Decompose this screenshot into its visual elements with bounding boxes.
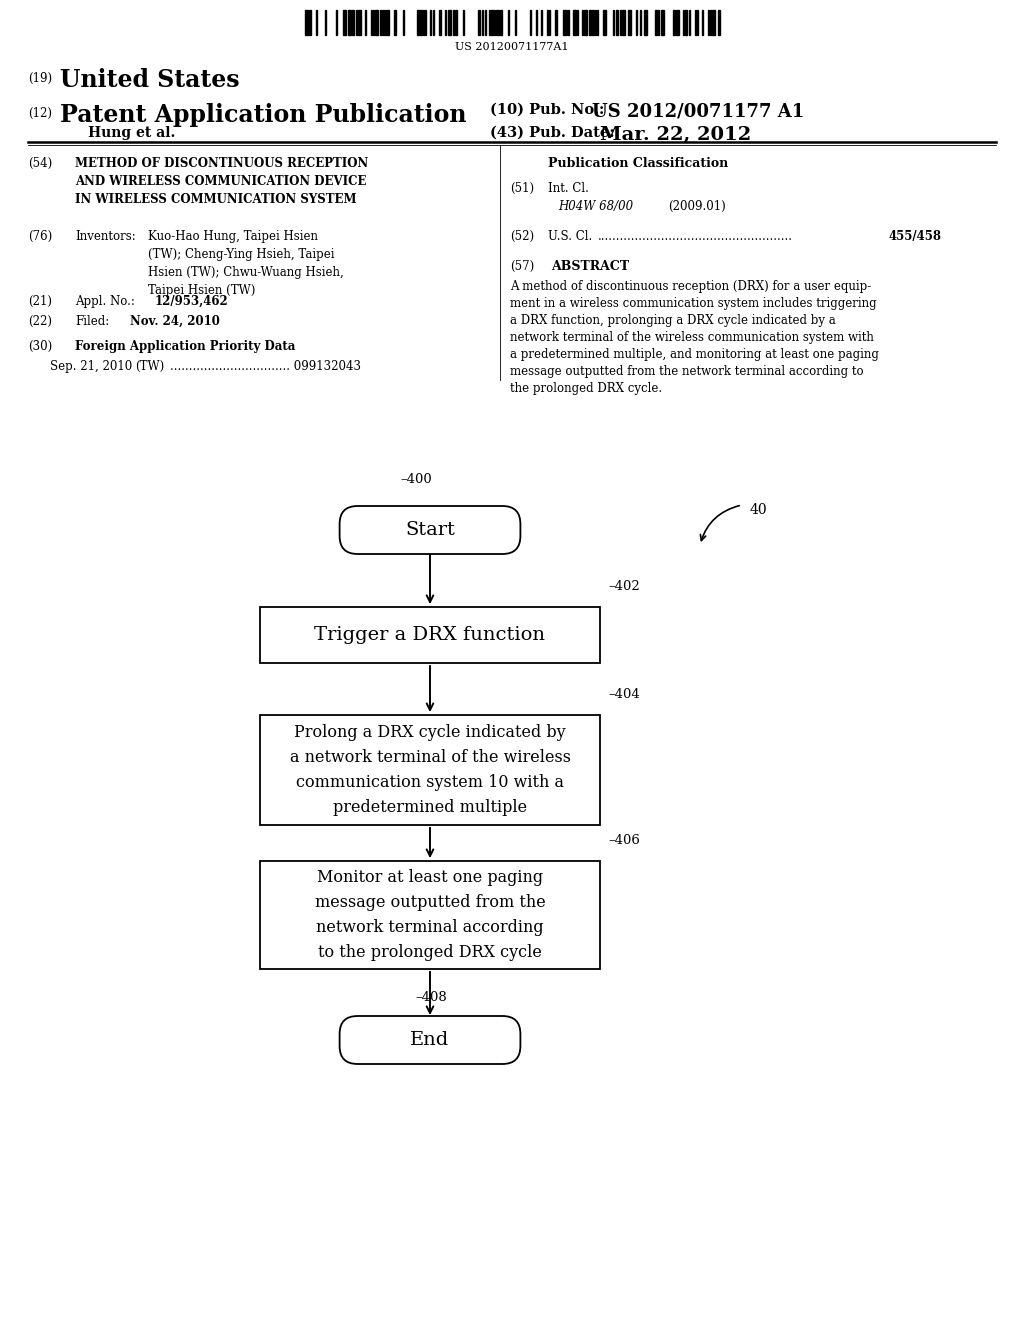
Bar [375,11,378,36]
Text: (2009.01): (2009.01) [668,201,726,213]
Text: US 2012/0071177 A1: US 2012/0071177 A1 [592,103,804,121]
Bar [563,11,566,36]
Bar [352,11,354,36]
Text: A method of discontinuous reception (DRX) for a user equip-
ment in a wireless c: A method of discontinuous reception (DRX… [510,280,879,395]
Bar [685,11,687,36]
Text: (57): (57) [510,260,535,273]
Bar [655,11,657,36]
Text: (76): (76) [28,230,52,243]
Text: Patent Application Publication: Patent Application Publication [60,103,467,127]
Text: METHOD OF DISCONTINUOUS RECEPTION
AND WIRELESS COMMUNICATION DEVICE
IN WIRELESS : METHOD OF DISCONTINUOUS RECEPTION AND WI… [75,157,369,206]
Bar [394,11,396,36]
Text: –406: –406 [608,834,640,847]
Text: Mar. 22, 2012: Mar. 22, 2012 [600,125,752,144]
Text: –402: –402 [608,579,640,593]
Bar [500,11,502,36]
Text: Prolong a DRX cycle indicated by
a network terminal of the wireless
communicatio: Prolong a DRX cycle indicated by a netwo… [290,725,570,816]
Bar [628,11,631,36]
Bar [592,11,594,36]
Text: Kuo-Hao Hung, Taipei Hsien
(TW); Cheng-Ying Hsieh, Taipei
Hsien (TW); Chwu-Wuang: Kuo-Hao Hung, Taipei Hsien (TW); Cheng-Y… [148,230,344,297]
Text: –408: –408 [415,991,446,1005]
Text: US 20120071177A1: US 20120071177A1 [456,42,568,51]
Bar [386,11,389,36]
Bar [589,11,591,36]
Text: (51): (51) [510,182,535,195]
Text: Hung et al.: Hung et al. [88,125,175,140]
Text: Monitor at least one paging
message outputted from the
network terminal accordin: Monitor at least one paging message outp… [314,870,546,961]
Text: Nov. 24, 2010: Nov. 24, 2010 [130,315,220,327]
Bar [712,11,715,36]
Text: (30): (30) [28,341,52,352]
Text: (54): (54) [28,157,52,170]
Bar [478,11,480,36]
Text: ....................................................: ........................................… [598,230,793,243]
Text: ................................ 099132043: ................................ 0991320… [170,360,361,374]
Text: Sep. 21, 2010: Sep. 21, 2010 [50,360,132,374]
Text: U.S. Cl.: U.S. Cl. [548,230,592,243]
Text: End: End [411,1031,450,1049]
Bar [616,11,618,36]
Bar [676,11,679,36]
FancyBboxPatch shape [340,506,520,554]
Text: (10) Pub. No.:: (10) Pub. No.: [490,103,604,117]
Text: 40: 40 [750,503,768,517]
Bar [567,11,569,36]
Text: United States: United States [60,69,240,92]
Text: (43) Pub. Date:: (43) Pub. Date: [490,125,614,140]
Bar [644,11,647,36]
Text: Appl. No.:: Appl. No.: [75,294,135,308]
Bar [603,11,606,36]
Text: –400: –400 [400,473,432,486]
Bar [490,11,493,36]
Bar [584,11,587,36]
Text: –404: –404 [608,688,640,701]
Bar [496,11,499,36]
Text: 455/458: 455/458 [889,230,942,243]
Text: (TW): (TW) [135,360,164,374]
Bar [439,11,441,36]
Bar [260,861,600,969]
Bar [305,11,308,36]
Text: Publication Classification: Publication Classification [548,157,728,170]
Bar [420,11,422,36]
Bar [348,11,351,36]
Bar [309,11,311,36]
Text: Filed:: Filed: [75,315,110,327]
Bar [673,11,675,36]
Text: (19): (19) [28,73,52,84]
Bar [555,11,557,36]
Text: 12/953,462: 12/953,462 [155,294,228,308]
Bar [662,11,664,36]
Bar [622,11,625,36]
Text: (22): (22) [28,315,52,327]
Text: Start: Start [406,521,455,539]
Bar [455,11,457,36]
Text: Foreign Application Priority Data: Foreign Application Priority Data [75,341,295,352]
Bar [417,11,419,36]
Text: Inventors:: Inventors: [75,230,136,243]
Text: Int. Cl.: Int. Cl. [548,182,589,195]
Text: (21): (21) [28,294,52,308]
Bar [449,11,451,36]
Bar [343,11,346,36]
Text: H04W 68/00: H04W 68/00 [558,201,633,213]
FancyBboxPatch shape [340,1016,520,1064]
Bar [260,715,600,825]
Text: Trigger a DRX function: Trigger a DRX function [314,626,546,644]
Text: (52): (52) [510,230,535,243]
Bar [718,11,720,36]
Bar [573,11,575,36]
Text: (12): (12) [28,107,52,120]
Bar [358,11,361,36]
Bar [260,607,600,663]
Text: ABSTRACT: ABSTRACT [551,260,629,273]
